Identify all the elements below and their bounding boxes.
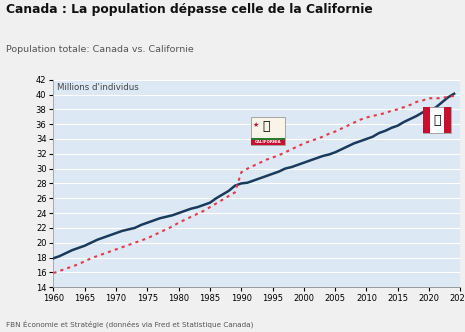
Bar xyxy=(444,107,451,133)
Text: 🐻: 🐻 xyxy=(262,120,270,133)
Text: Population totale: Canada vs. Californie: Population totale: Canada vs. Californie xyxy=(6,45,193,54)
Bar xyxy=(251,140,285,145)
Text: ★: ★ xyxy=(252,122,259,127)
Text: FBN Économie et Stratégie (données via Fred et Statistique Canada): FBN Économie et Stratégie (données via F… xyxy=(6,321,253,329)
Bar xyxy=(423,107,430,133)
Text: CALIFORNIA: CALIFORNIA xyxy=(254,140,281,144)
Bar xyxy=(251,117,285,145)
Bar xyxy=(423,107,451,133)
Text: Millions d'individus: Millions d'individus xyxy=(57,83,139,92)
Text: Canada : La population dépasse celle de la Californie: Canada : La population dépasse celle de … xyxy=(6,3,372,16)
Bar xyxy=(251,137,285,140)
Text: 🍁: 🍁 xyxy=(433,114,441,126)
